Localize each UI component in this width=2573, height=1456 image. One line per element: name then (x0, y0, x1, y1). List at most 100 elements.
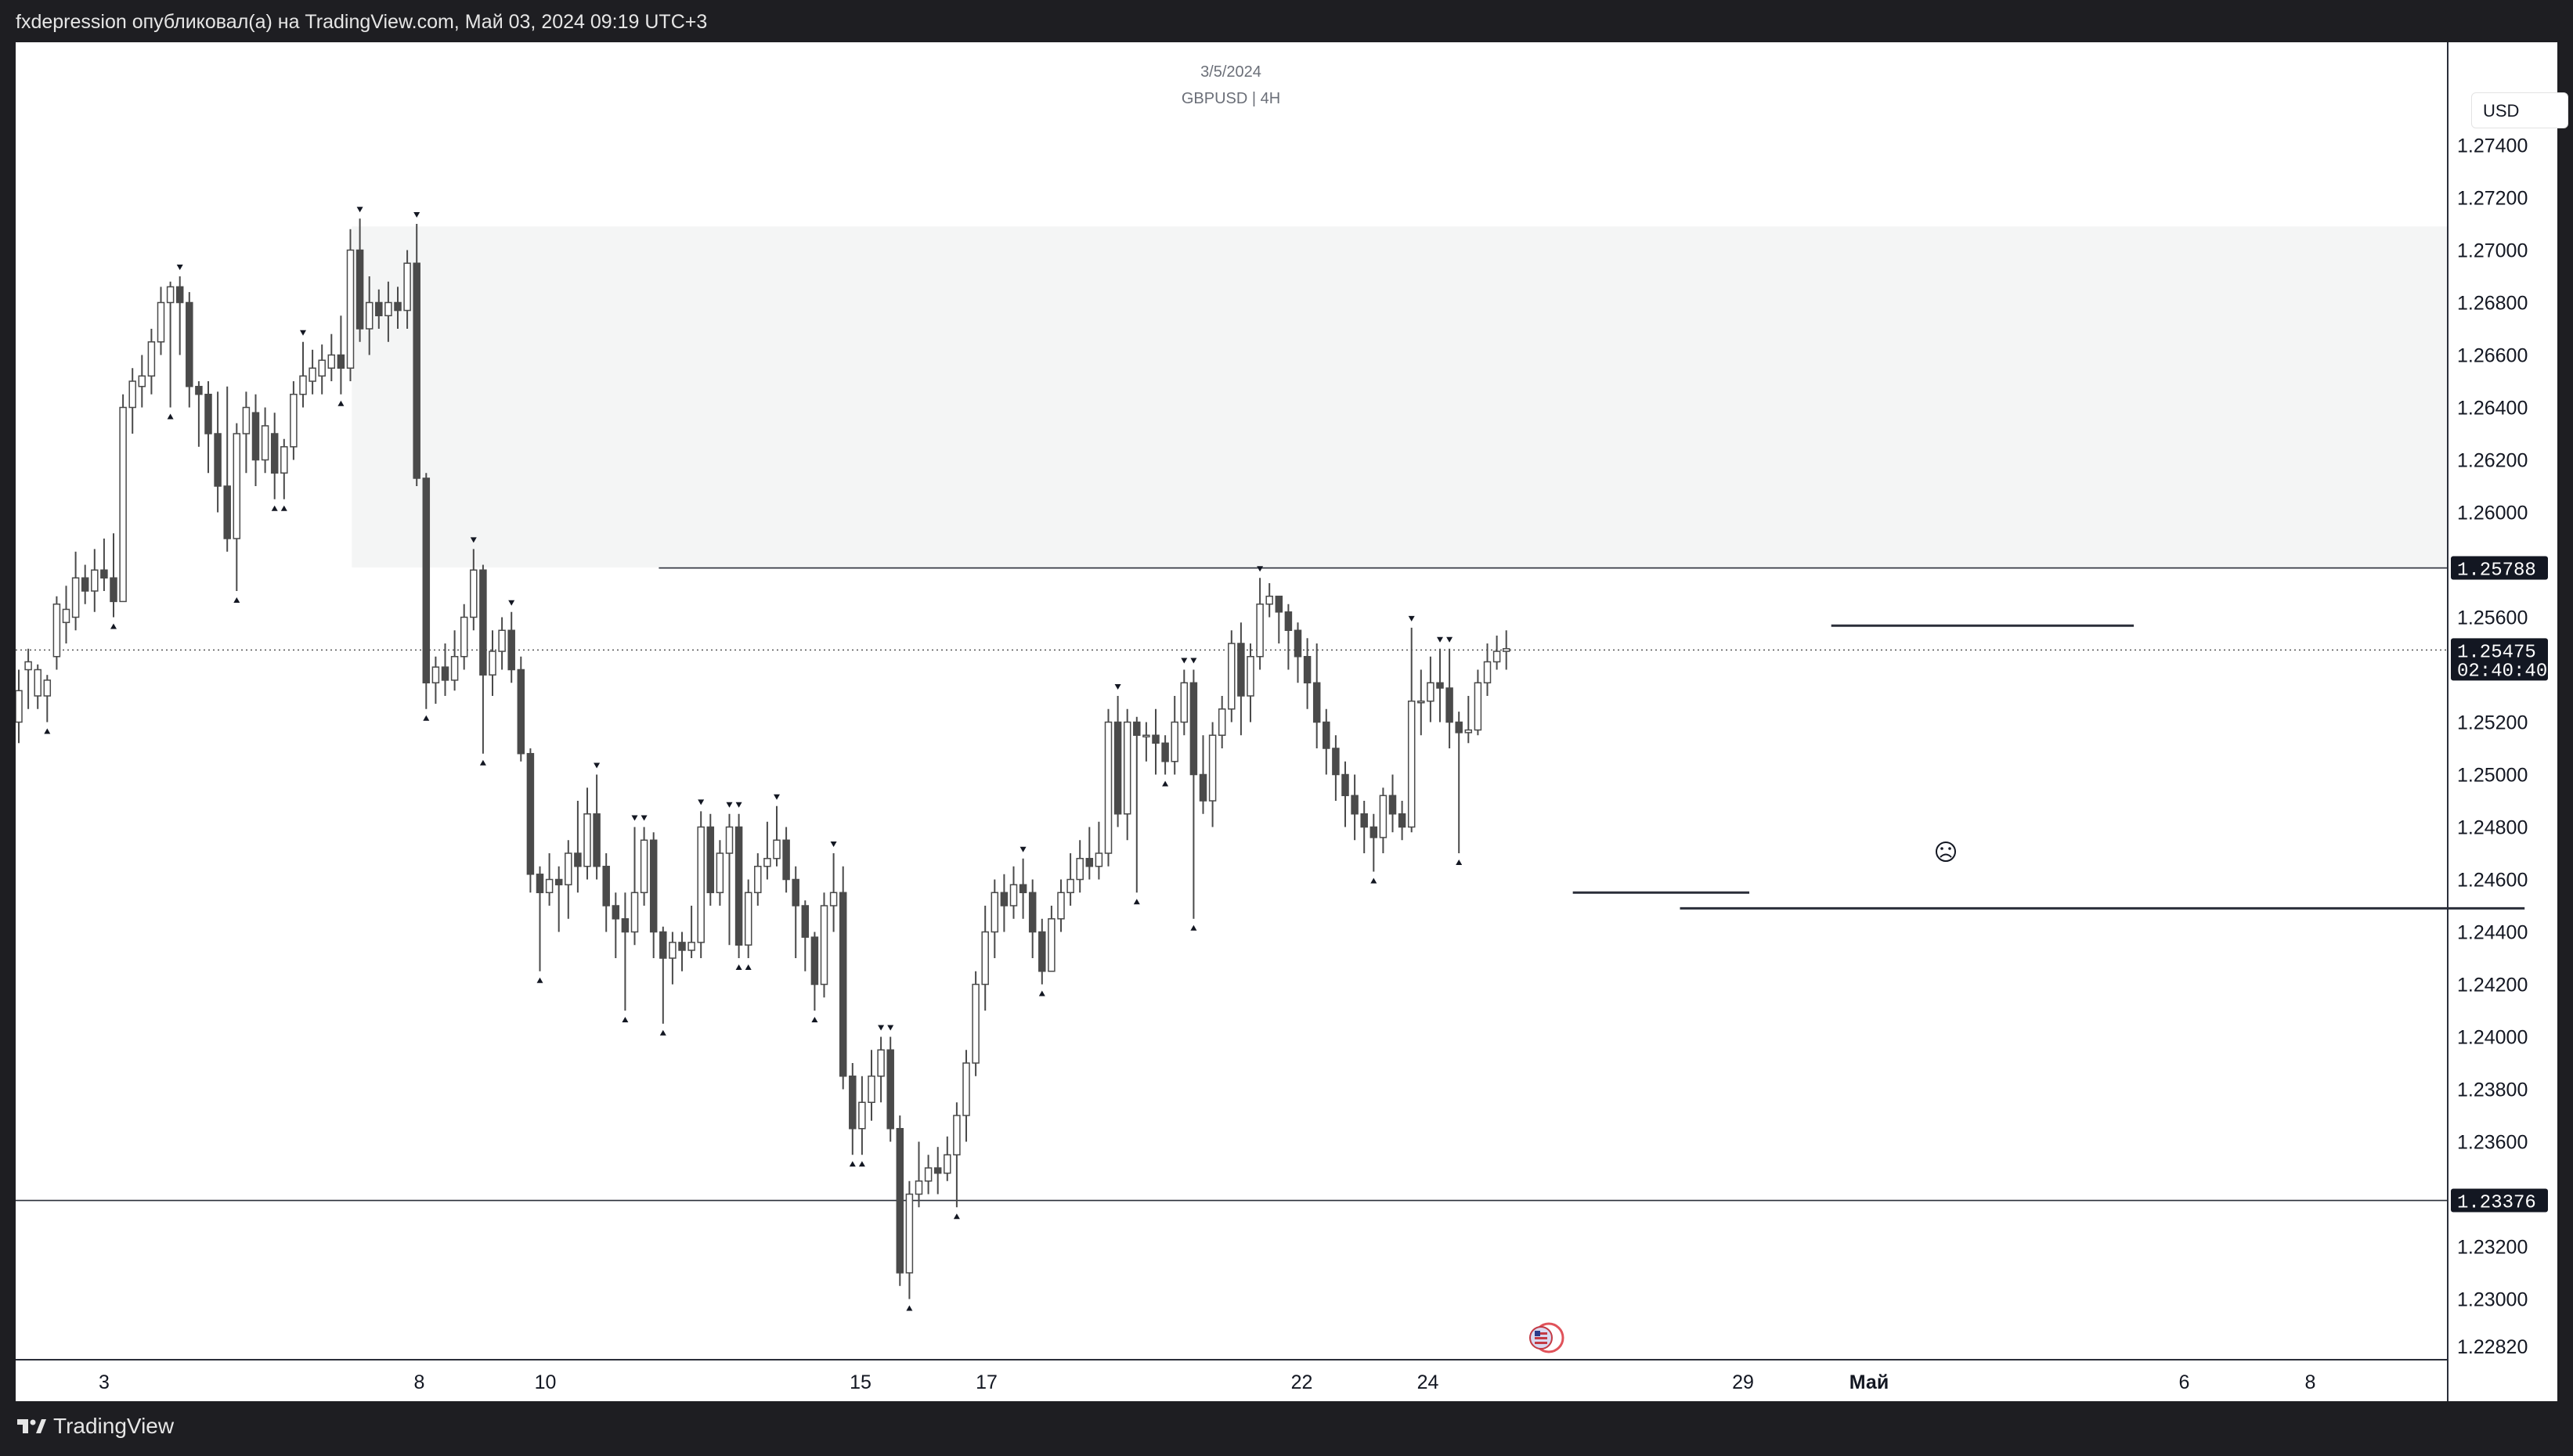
candle-down (839, 892, 847, 1077)
fractal-low-marker (849, 1161, 856, 1167)
candle-up (299, 375, 307, 395)
candle-up (858, 1101, 866, 1130)
candle-down (1388, 795, 1397, 815)
time-tick-label: 17 (976, 1371, 998, 1393)
candle-down (1312, 682, 1321, 723)
candle-up (915, 1180, 923, 1195)
time-tick-label: 10 (535, 1371, 557, 1393)
fractal-high-marker (735, 802, 742, 808)
candle-up (583, 813, 591, 867)
candle-up (261, 425, 269, 461)
candle-down (100, 569, 108, 579)
candle-down (536, 874, 544, 894)
candle-up (991, 892, 999, 933)
currency-button[interactable]: USD (2471, 92, 2568, 128)
candle-up (1066, 878, 1074, 893)
candle-up (1218, 708, 1226, 736)
candle-down (792, 878, 799, 906)
time-tick-label: 22 (1291, 1371, 1313, 1393)
price-axis[interactable]: 1.27400 1.27200 1.27000 1.26800 1.26600 1.264… (2457, 135, 2528, 1358)
chart-area[interactable]: 1.27400 1.27200 1.27000 1.26800 1.26600 1.264… (16, 42, 2568, 1401)
candle-down (1152, 734, 1160, 744)
candle-down (1038, 931, 1046, 972)
fractal-low-marker (1038, 990, 1045, 996)
price-tick-label: 1.24000 (2457, 1027, 2528, 1049)
candle-down (896, 1128, 904, 1274)
fractal-high-marker (1257, 566, 1264, 572)
price-tick-label: 1.22820 (2457, 1336, 2528, 1358)
fractal-high-marker (878, 1025, 885, 1031)
time-axis[interactable]: 38101517222429Май6813152022 (99, 1371, 2557, 1393)
price-badge (2451, 638, 2548, 681)
candle-down (1370, 826, 1378, 838)
candle-down (1323, 721, 1330, 749)
us-flag-event-icon[interactable] (1529, 1322, 1564, 1353)
candle-up (1417, 700, 1425, 704)
candle-up (1427, 682, 1434, 702)
candle-up (1076, 857, 1084, 881)
price-badge (2451, 556, 2548, 580)
price-tick-label: 1.23800 (2457, 1079, 2528, 1101)
candle-down (175, 286, 184, 304)
fractal-low-marker (536, 977, 543, 983)
candle-down (1019, 884, 1027, 893)
candle-up (71, 577, 80, 618)
candle-up (1009, 884, 1018, 906)
candle-up (1171, 721, 1178, 762)
candle-down (1398, 813, 1406, 828)
candle-down (422, 478, 431, 683)
candle-down (782, 839, 790, 881)
candle-up (470, 569, 478, 618)
fractal-high-marker (1190, 658, 1197, 664)
candle-up (1492, 651, 1501, 663)
fractal-low-marker (906, 1305, 913, 1311)
candle-up (1142, 734, 1150, 737)
candle-up (16, 690, 23, 723)
price-badge-label: 1.25475 (2457, 642, 2536, 663)
countdown-label: 02:40:40 (2457, 661, 2547, 682)
candle-up (630, 892, 639, 933)
candle-down (1284, 611, 1293, 631)
fractal-markers-group (44, 207, 1463, 1311)
candle-down (1351, 795, 1359, 815)
fractal-high-marker (300, 330, 306, 336)
candlestick-chart[interactable]: 1.27400 1.27200 1.27000 1.26800 1.26600 1.264… (16, 42, 2557, 1401)
candle-up (309, 367, 316, 382)
candle-up (697, 826, 705, 943)
candle-down (223, 485, 231, 539)
candle-down (574, 852, 582, 867)
price-tick-label: 1.23200 (2457, 1237, 2528, 1259)
time-tick-label: Май (1849, 1371, 1889, 1393)
candle-down (810, 936, 819, 986)
sad-face-icon (1936, 842, 1956, 862)
candle-up (1483, 661, 1492, 684)
candle-up (640, 839, 648, 893)
candle-up (34, 669, 42, 697)
fractal-high-marker (830, 842, 837, 847)
candle-up (1379, 795, 1388, 838)
price-tick-label: 1.26000 (2457, 503, 2528, 524)
candle-up (450, 656, 459, 681)
candle-down (1455, 721, 1463, 733)
time-tick-label: 15 (850, 1371, 872, 1393)
candle-up (280, 446, 288, 474)
candle-down (337, 354, 345, 369)
price-tick-label: 1.24800 (2457, 817, 2528, 839)
price-tick-label: 1.26600 (2457, 345, 2528, 367)
candle-up (669, 942, 677, 959)
candle-down (1332, 748, 1340, 776)
fractal-high-marker (508, 600, 515, 606)
price-tick-label: 1.24200 (2457, 975, 2528, 996)
candle-up (24, 661, 32, 671)
candle-down (1000, 892, 1009, 906)
fractal-low-marker (745, 964, 752, 970)
candle-down (413, 262, 420, 479)
candle-up (1208, 734, 1217, 802)
fractal-low-marker (167, 413, 174, 420)
tradingview-brand[interactable]: TradingView (16, 1414, 174, 1439)
candle-up (62, 608, 70, 623)
candle-up (290, 394, 298, 448)
fractal-high-marker (774, 794, 780, 800)
candle-up (1502, 647, 1510, 652)
